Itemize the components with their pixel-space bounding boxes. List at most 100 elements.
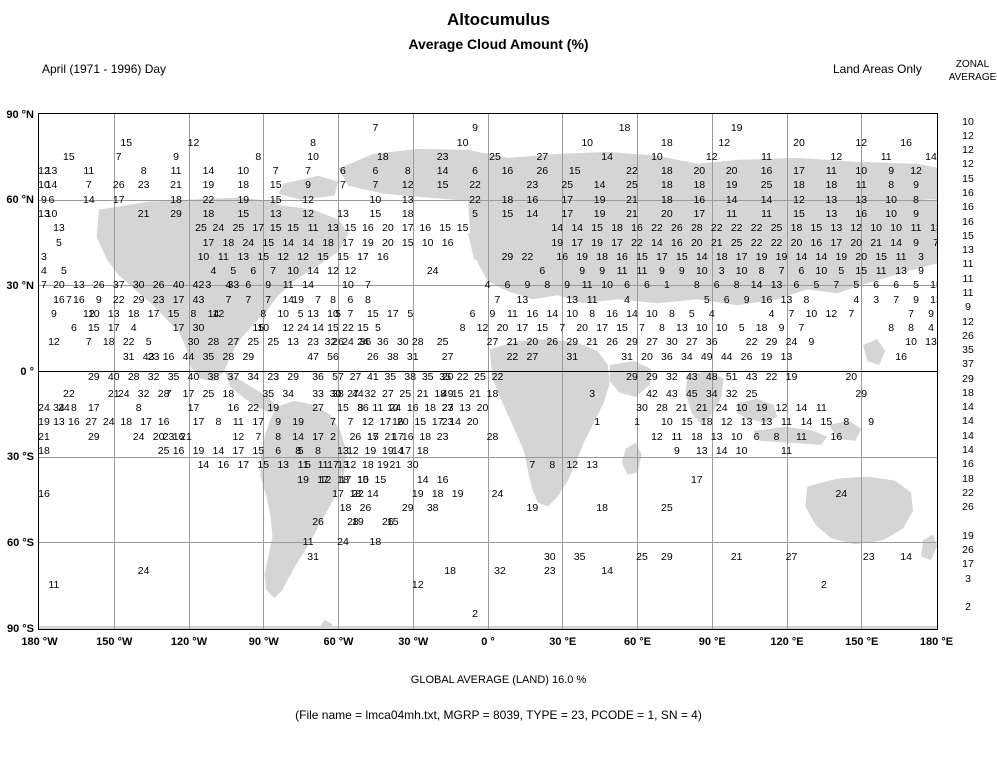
zonal-average-value: 16 [962, 187, 974, 200]
map-cell-value: 19 [755, 402, 768, 415]
map-cell-value: 14 [82, 193, 95, 206]
map-cell-value: 12 [476, 322, 489, 335]
map-cell-value: 6 [798, 265, 805, 278]
map-cell-value: 17 [735, 250, 748, 263]
map-cell-value: 15 [87, 322, 100, 335]
map-cell-value: 22 [506, 350, 519, 363]
map-cell-value: 16 [760, 165, 773, 178]
map-cell-value: 18 [419, 430, 432, 443]
map-cell-value: 15 [501, 207, 514, 220]
map-cell-value: 11 [48, 579, 60, 592]
map-cell-value: 8 [135, 402, 142, 415]
zonal-average-value: 35 [962, 344, 974, 357]
map-cell-value: 32 [147, 370, 160, 383]
map-cell-value: 18 [661, 179, 673, 192]
map-cell-value: 19 [38, 416, 50, 429]
map-cell-value: 19 [297, 473, 309, 486]
map-cell-value: 11 [232, 416, 244, 429]
map-cell-value: 20 [576, 322, 589, 335]
map-cell-value: 12 [302, 193, 314, 206]
map-cell-value: 40 [172, 279, 185, 292]
map-cell-value: 19 [755, 250, 768, 263]
map-cell-value: 28 [127, 370, 140, 383]
map-cell-value: 27 [526, 350, 539, 363]
map-cell-value: 8 [459, 322, 466, 335]
map-cell-value: 14 [715, 444, 728, 457]
map-cell-value: 13 [830, 222, 843, 235]
map-cell-value: 19 [381, 444, 394, 457]
map-cell-value: 10 [307, 150, 319, 163]
map-cell-value: 13 [676, 322, 688, 335]
map-cell-value: 26 [740, 350, 753, 363]
map-cell-value: 19 [593, 193, 606, 206]
map-cell-value: 17 [656, 250, 668, 263]
map-cell-value: 28 [486, 430, 499, 443]
map-cell-value: 14 [815, 250, 828, 263]
zonal-average-value: 16 [962, 201, 974, 214]
map-cell-value: 8 [260, 307, 267, 320]
zonal-average-value: 9 [965, 301, 971, 314]
map-cell-value: 29 [401, 502, 414, 515]
map-cell-value: 14 [197, 459, 210, 472]
map-cell-value: 13 [825, 207, 838, 220]
map-cell-value: 24 [297, 322, 309, 335]
map-cell-value: 21 [676, 402, 688, 415]
map-cell-value: 15 [456, 222, 469, 235]
map-cell-value: 23 [147, 350, 160, 363]
page-title: Altocumulus [447, 10, 550, 29]
map-cell-value: 15 [252, 444, 265, 457]
map-cell-value: 12 [775, 402, 788, 415]
map-cell-value: 13 [401, 193, 414, 206]
map-cell-value: 36 [661, 350, 673, 363]
map-cell-value: 23 [307, 336, 319, 349]
map-cell-value: 4 [484, 279, 491, 292]
map-cell-value: 35 [262, 387, 275, 400]
map-cell-value: 13 [780, 293, 793, 306]
map-cell-value: 4 [210, 265, 217, 278]
map-cell-value: 24 [835, 487, 848, 500]
map-cell-value: 34 [680, 350, 693, 363]
map-cell-value: 8 [589, 307, 596, 320]
map-cell-value: 13 [925, 336, 937, 349]
map-cell-value: 25 [561, 179, 574, 192]
map-cell-value: 43 [142, 350, 155, 363]
map-cell-value: 13 [855, 193, 868, 206]
map-cell-value: 35 [421, 370, 434, 383]
map-cell-value: 15 [287, 222, 299, 235]
map-cell-value: 9 [51, 307, 57, 320]
map-cell-value: 29 [646, 370, 658, 383]
map-cell-value: 27 [85, 416, 98, 429]
map-cell-value: 14 [890, 236, 902, 249]
map-cell-value: 22 [247, 402, 260, 415]
map-cell-value: 15 [930, 279, 937, 292]
map-cell-value: 15 [167, 307, 180, 320]
zonal-average-value: 22 [962, 486, 974, 499]
map-cell-value: 8 [275, 430, 282, 443]
map-cell-value: 11 [83, 165, 95, 178]
map-cell-value: 29 [170, 207, 182, 220]
map-cell-value: 17 [401, 222, 414, 235]
map-cell-value: 5 [60, 265, 67, 278]
map-cell-value: 24 [491, 487, 504, 500]
map-cell-value: 10 [237, 165, 250, 178]
map-cell-value: 10 [357, 473, 369, 486]
map-cell-value: 10 [885, 207, 897, 220]
map-cell-value: 27 [441, 402, 454, 415]
map-cell-value: 10 [45, 207, 58, 220]
map-cell-value: 10 [197, 250, 210, 263]
latitude-tick-label: 60 °N [6, 194, 34, 207]
map-cell-value: 5 [813, 279, 820, 292]
map-cell-value: 15 [257, 459, 270, 472]
map-cell-value: 36 [377, 336, 389, 349]
map-cell-value: 10 [287, 265, 299, 278]
map-cell-value: 25 [399, 387, 412, 400]
map-cell-value: 11 [795, 430, 807, 443]
map-cell-value: 32 [364, 387, 377, 400]
map-cell-value: 20 [790, 236, 803, 249]
map-cell-value: 17 [391, 430, 404, 443]
map-cell-value: 21 [389, 459, 402, 472]
map-cell-value: 15 [269, 193, 282, 206]
map-cell-value: 14 [695, 250, 708, 263]
map-cell-value: 32 [666, 370, 678, 383]
map-cell-value: 17 [172, 293, 185, 306]
